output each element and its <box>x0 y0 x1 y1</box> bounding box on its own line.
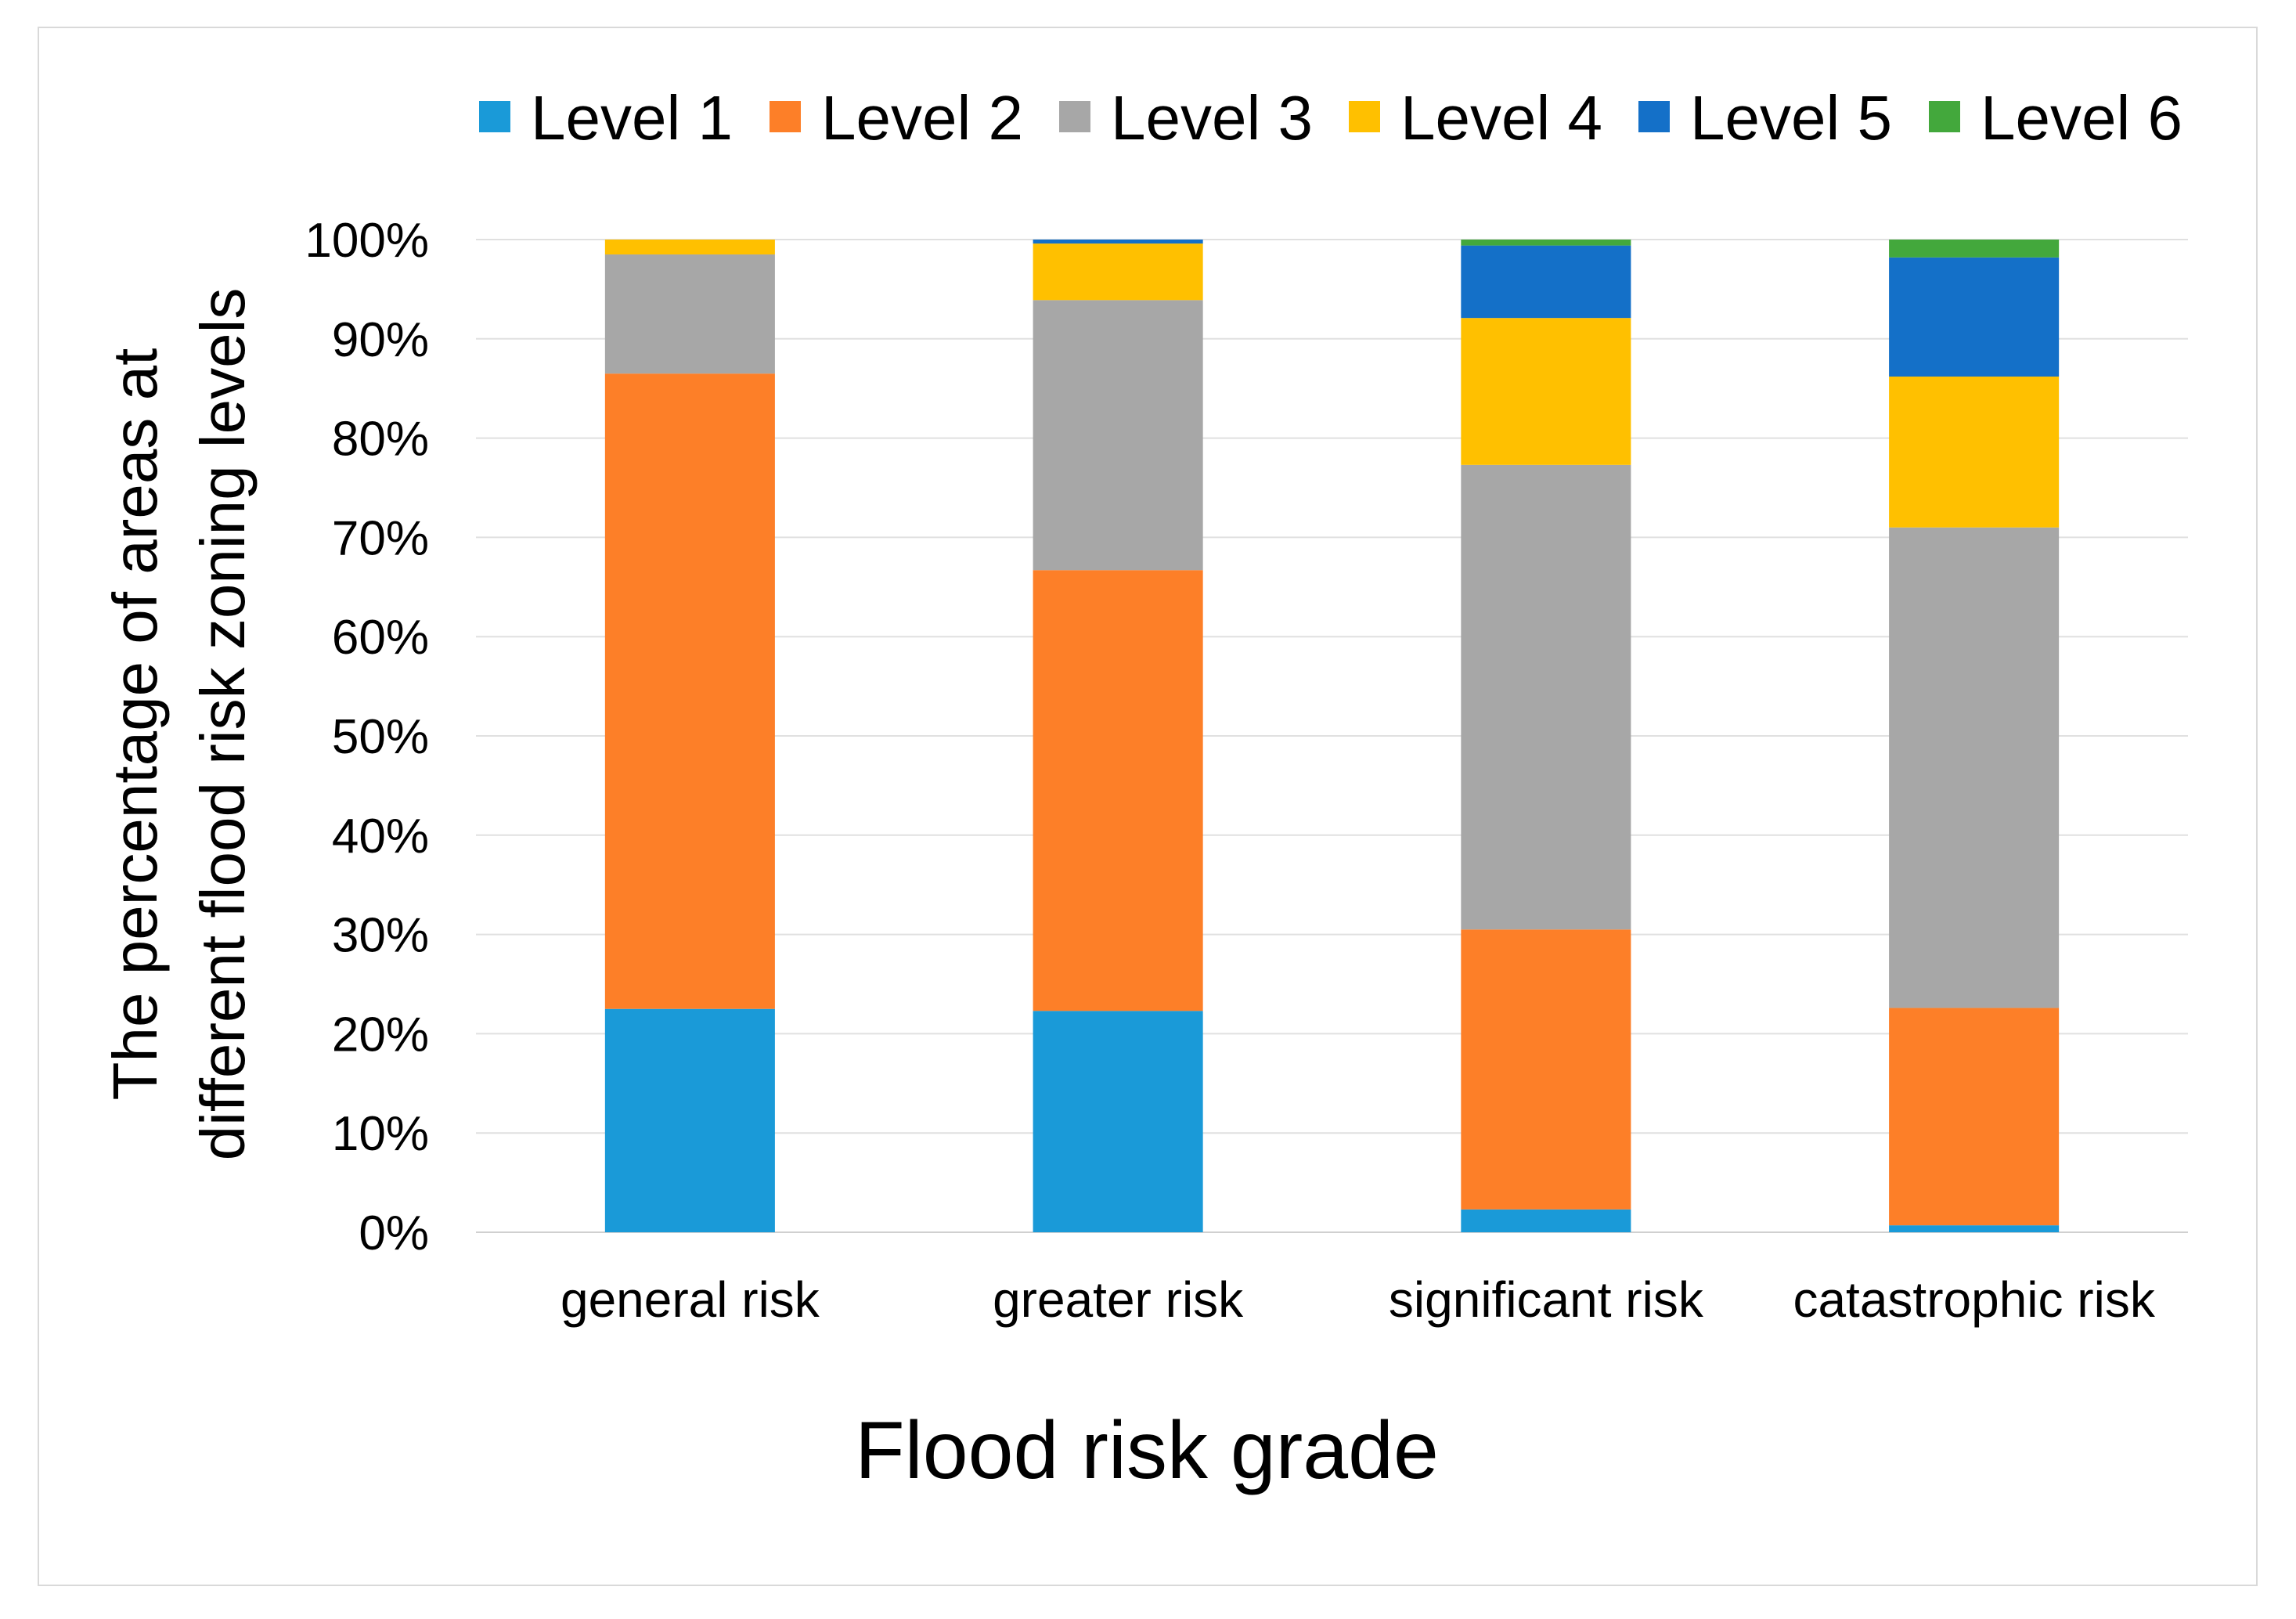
bar-segment <box>1889 1225 2060 1232</box>
legend-label: Level 1 <box>531 83 733 153</box>
y-axis-ticks: 0% 10% 20% 30% 40% 50% 60% 70% 80% 90% 100% <box>305 214 429 1260</box>
bar-segment <box>1461 1209 1631 1232</box>
bar-segment <box>1461 929 1631 1210</box>
bar-segment <box>1889 527 2060 1008</box>
bar-segment <box>1889 257 2060 377</box>
y-axis-title: The percentage of areas at different flo… <box>100 288 258 1161</box>
bar-segment <box>604 240 775 255</box>
bar-segment <box>1033 240 1203 244</box>
bar-segment <box>604 373 775 1009</box>
bars <box>604 240 2060 1232</box>
y-tick-label: 60% <box>332 611 429 665</box>
bar-segment <box>1033 570 1203 1011</box>
legend-label: Level 5 <box>1690 83 1892 153</box>
legend-swatch <box>1059 101 1090 132</box>
bar-segment <box>1461 245 1631 319</box>
y-tick-label: 20% <box>332 1008 429 1062</box>
bar-segment <box>1033 300 1203 571</box>
bar-stack <box>604 240 775 1232</box>
x-tick-label: catastrophic risk <box>1793 1271 2155 1328</box>
legend-swatch <box>770 101 801 132</box>
x-tick-label: greater risk <box>993 1271 1244 1328</box>
y-tick-label: 30% <box>332 909 429 963</box>
bar-segment <box>1461 464 1631 930</box>
x-tick-label: general risk <box>560 1271 820 1328</box>
legend-swatch <box>1638 101 1670 132</box>
x-axis-category-labels: general risk greater risk significant risk… <box>560 1271 2156 1328</box>
bar-stack <box>1461 240 1631 1232</box>
legend-label: Level 4 <box>1400 83 1602 153</box>
y-tick-label: 90% <box>332 313 429 367</box>
x-axis-title: Flood risk grade <box>855 1405 1439 1496</box>
y-axis-title-line2: different flood risk zoning levels <box>188 288 258 1161</box>
y-tick-label: 10% <box>332 1107 429 1161</box>
y-axis-title-line1: The percentage of areas at <box>100 348 170 1101</box>
legend-label: Level 6 <box>1981 83 2182 153</box>
legend-swatch <box>479 101 510 132</box>
legend-label: Level 2 <box>821 83 1023 153</box>
y-tick-label: 50% <box>332 710 429 764</box>
legend-label: Level 3 <box>1111 83 1313 153</box>
y-tick-label: 40% <box>332 810 429 864</box>
bar-segment <box>1033 1011 1203 1232</box>
bar-stack <box>1889 240 2060 1232</box>
bar-segment <box>1033 243 1203 301</box>
bar-segment <box>1461 318 1631 465</box>
y-tick-label: 70% <box>332 511 429 565</box>
y-tick-label: 80% <box>332 413 429 467</box>
bar-segment <box>604 1008 775 1232</box>
x-tick-label: significant risk <box>1389 1271 1704 1328</box>
legend-swatch <box>1349 101 1380 132</box>
y-tick-label: 0% <box>359 1206 429 1260</box>
bar-stack <box>1033 240 1203 1232</box>
bar-segment <box>604 254 775 374</box>
legend-swatch <box>1929 101 1960 132</box>
bar-segment <box>1889 1008 2060 1226</box>
bar-segment <box>1461 240 1631 246</box>
bar-segment <box>1889 376 2060 528</box>
y-tick-label: 100% <box>305 214 429 268</box>
legend: Level 1 Level 2 Level 3 Level 4 Level 5 Level… <box>479 83 2182 153</box>
bar-segment <box>1889 240 2060 258</box>
